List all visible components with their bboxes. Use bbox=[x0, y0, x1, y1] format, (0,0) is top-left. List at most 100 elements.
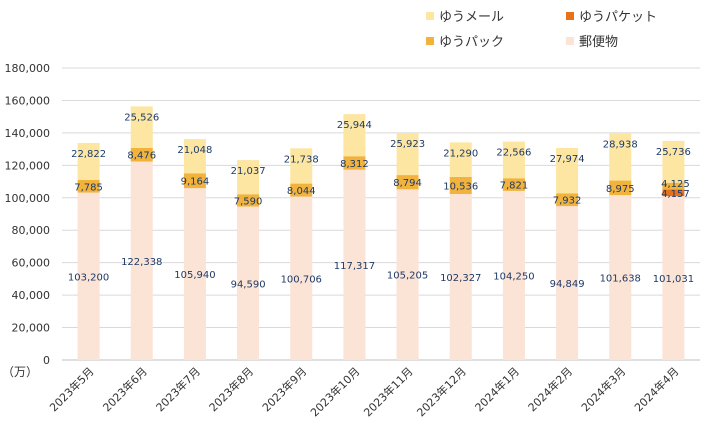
bar-segment bbox=[556, 206, 579, 360]
data-label: 8,476 bbox=[127, 151, 156, 162]
legend-swatch bbox=[426, 37, 434, 45]
y-tick-label: 160,000 bbox=[5, 94, 51, 107]
bar-segment bbox=[396, 175, 419, 190]
data-label: 21,048 bbox=[177, 145, 212, 156]
bar-segment bbox=[77, 142, 100, 180]
data-label: 7,821 bbox=[500, 181, 529, 192]
data-label: 28,938 bbox=[603, 140, 638, 151]
bar-segment bbox=[343, 114, 366, 157]
data-labels: 103,200 7,785 22,822 122,338 8,476 25,526 105,… bbox=[68, 112, 694, 290]
data-label: 4,125 bbox=[661, 179, 690, 190]
data-label: 25,944 bbox=[337, 120, 372, 131]
legend-label: 郵便物 bbox=[579, 35, 618, 50]
bar-segment bbox=[290, 148, 313, 184]
x-axis: 2023年5月 2023年6月 2023年7月 2023年8月 2023年9月2023年… bbox=[47, 364, 682, 419]
y-tick-label: 80,000 bbox=[12, 224, 51, 237]
bar-segment bbox=[556, 193, 579, 207]
bar-segment bbox=[343, 156, 366, 170]
bar-segment bbox=[396, 133, 419, 176]
bar-segment bbox=[130, 106, 153, 148]
x-tick-label: 2023年6月 bbox=[100, 364, 150, 414]
x-tick-label: 2023年7月 bbox=[153, 364, 203, 414]
data-label: 94,590 bbox=[231, 279, 266, 290]
x-tick-label: 2024年2月 bbox=[525, 364, 575, 414]
bar-segment bbox=[502, 178, 525, 191]
bar-segment bbox=[77, 192, 100, 360]
data-label: 8,312 bbox=[340, 159, 369, 170]
bar-segment bbox=[609, 180, 632, 196]
bar-segment bbox=[449, 142, 472, 177]
data-label: 9,164 bbox=[181, 177, 210, 188]
legend-swatch bbox=[566, 12, 574, 20]
bar-segment bbox=[183, 139, 206, 174]
data-label: 8,975 bbox=[606, 184, 635, 195]
bar-segment bbox=[449, 194, 472, 360]
data-label: 103,200 bbox=[68, 272, 109, 283]
bar-segment bbox=[183, 188, 206, 360]
data-label: 8,044 bbox=[287, 186, 316, 197]
y-tick-label: 0 bbox=[43, 354, 50, 367]
data-label: 100,706 bbox=[281, 274, 322, 285]
bar-segment bbox=[662, 189, 685, 197]
data-label: 94,849 bbox=[550, 279, 585, 290]
y-tick-label: 40,000 bbox=[12, 289, 51, 302]
bar-segment bbox=[502, 190, 525, 360]
y-axis: 0 20,000 40,000 60,000 80,000 100,000 120,000 1… bbox=[2, 62, 50, 379]
legend-swatch bbox=[426, 12, 434, 20]
legend-label: ゆうパック bbox=[439, 35, 504, 50]
y-tick-label: 60,000 bbox=[12, 257, 51, 270]
y-tick-label: 120,000 bbox=[5, 159, 51, 172]
bar-segment bbox=[290, 183, 313, 197]
bar-segment bbox=[290, 196, 313, 360]
data-label: 101,031 bbox=[653, 274, 694, 285]
legend-label: ゆうメール bbox=[439, 10, 504, 25]
x-tick-label: 2023年11月 bbox=[361, 364, 416, 419]
data-label: 101,638 bbox=[600, 274, 641, 285]
data-label: 21,037 bbox=[231, 166, 266, 177]
x-tick-label: 2024年1月 bbox=[472, 364, 522, 414]
data-label: 117,317 bbox=[334, 261, 375, 272]
bar-segment bbox=[556, 147, 579, 194]
data-label: 7,590 bbox=[234, 196, 263, 207]
bar-segment bbox=[662, 196, 685, 360]
bar-segment bbox=[396, 189, 419, 360]
x-tick-label: 2023年5月 bbox=[47, 364, 97, 414]
bar-segment bbox=[343, 169, 366, 360]
x-tick-label: 2023年12月 bbox=[414, 364, 469, 419]
bar-segment bbox=[183, 173, 206, 189]
bar-segment bbox=[609, 195, 632, 360]
data-label: 25,923 bbox=[390, 139, 425, 150]
data-label: 21,738 bbox=[284, 154, 319, 165]
data-label: 27,974 bbox=[550, 154, 585, 165]
bar-segment bbox=[609, 133, 632, 181]
data-label: 7,785 bbox=[74, 182, 103, 193]
data-label: 102,327 bbox=[440, 273, 481, 284]
data-label: 22,566 bbox=[496, 148, 531, 159]
bar-segment bbox=[237, 194, 260, 207]
bar-segment bbox=[237, 206, 260, 360]
bars bbox=[77, 106, 685, 360]
bar-segment bbox=[237, 160, 260, 195]
x-tick-label: 2024年3月 bbox=[578, 364, 628, 414]
data-label: 104,250 bbox=[493, 271, 534, 282]
legend-swatch bbox=[566, 37, 574, 45]
y-unit-label: （万） bbox=[2, 365, 38, 379]
data-label: 4,157 bbox=[661, 189, 690, 200]
legend-label: ゆうパケット bbox=[579, 10, 657, 25]
data-label: 21,290 bbox=[443, 148, 478, 159]
x-tick-label: 2023年10月 bbox=[307, 364, 362, 419]
y-tick-label: 180,000 bbox=[5, 62, 51, 75]
bar-segment bbox=[662, 182, 685, 190]
bar-segment bbox=[449, 176, 472, 195]
data-label: 7,932 bbox=[553, 196, 582, 207]
y-tick-label: 100,000 bbox=[5, 192, 51, 205]
data-label: 122,338 bbox=[121, 257, 162, 268]
data-label: 105,205 bbox=[387, 271, 428, 282]
y-tick-label: 140,000 bbox=[5, 127, 51, 140]
y-tick-label: 20,000 bbox=[12, 322, 51, 335]
bar-segment bbox=[130, 161, 153, 360]
gridlines bbox=[62, 67, 700, 361]
